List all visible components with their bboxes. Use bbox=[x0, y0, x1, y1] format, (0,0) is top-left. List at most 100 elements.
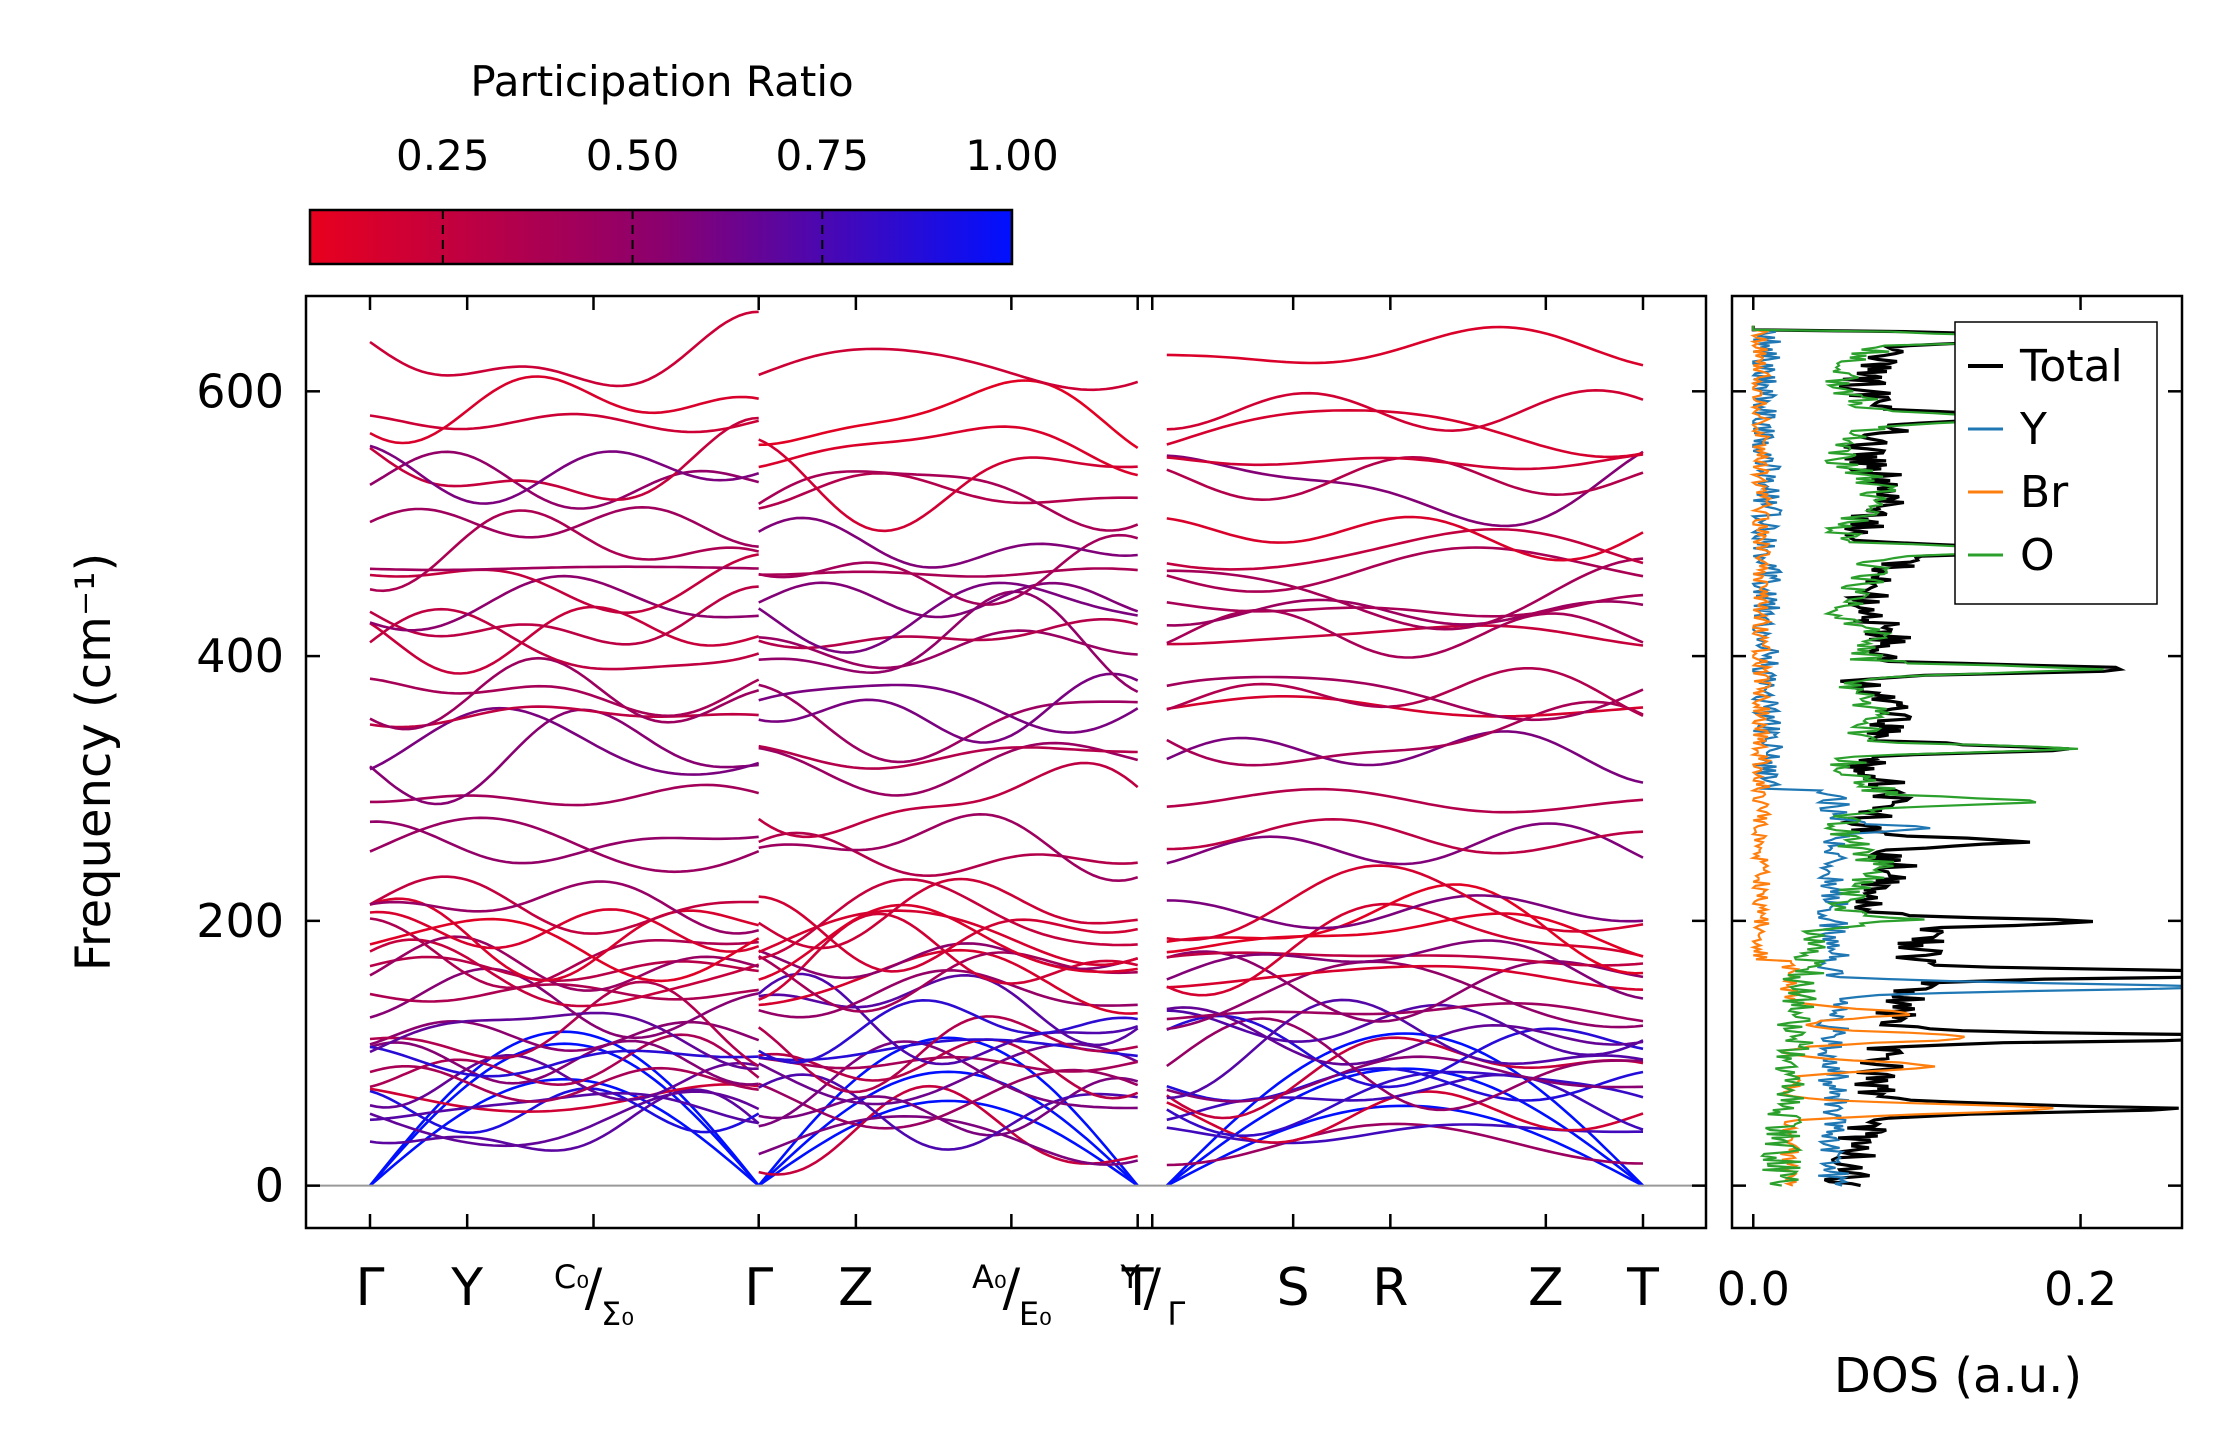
phonon-band bbox=[758, 1084, 1138, 1176]
phonon-band bbox=[1166, 528, 1644, 571]
phonon-band bbox=[369, 1042, 760, 1187]
colorbar-title: Participation Ratio bbox=[470, 57, 853, 106]
phonon-band bbox=[369, 880, 760, 935]
phonon-band bbox=[1166, 912, 1644, 958]
phonon-band bbox=[369, 983, 759, 1003]
phonon-band bbox=[758, 744, 1138, 770]
phonon-band bbox=[1166, 894, 1644, 930]
phonon-band bbox=[1166, 557, 1644, 631]
kpoint-label-slash: / bbox=[585, 1258, 603, 1318]
kpoint-label-sub: Γ bbox=[1167, 1295, 1185, 1333]
phonon-band bbox=[757, 1099, 1139, 1187]
phonon-band bbox=[1166, 1070, 1644, 1138]
phonon-band bbox=[1166, 787, 1644, 814]
phonon-band bbox=[758, 471, 1138, 510]
phonon-band bbox=[369, 1053, 759, 1109]
phonon-band bbox=[758, 878, 1138, 960]
phonon-band bbox=[1166, 515, 1644, 562]
phonon-band bbox=[1166, 1006, 1644, 1066]
band-y-tick-label: 200 bbox=[196, 894, 284, 948]
dos-ticks: 0.0 0.2 bbox=[1717, 296, 2182, 1316]
phonon-band bbox=[1166, 1003, 1644, 1057]
phonon-band bbox=[757, 972, 1139, 1066]
phonon-band bbox=[369, 505, 759, 548]
phonon-band bbox=[1166, 964, 1644, 991]
phonon-band bbox=[758, 347, 1139, 392]
phonon-band bbox=[1166, 1122, 1644, 1167]
phonon-band bbox=[758, 1114, 1139, 1166]
colorbar-tick-label: 1.00 bbox=[965, 131, 1059, 180]
phonon-band bbox=[1166, 450, 1644, 528]
phonon-band bbox=[758, 973, 1139, 1047]
kpoint-label-sup: Y bbox=[1119, 1258, 1140, 1296]
dos-lines bbox=[1748, 325, 2182, 1188]
phonon-band bbox=[369, 310, 759, 388]
colorbar-tick-label: 0.50 bbox=[586, 131, 680, 180]
kpoint-label-sup: C₀ bbox=[554, 1258, 589, 1296]
kpoint-label: R bbox=[1372, 1258, 1408, 1318]
phonon-band bbox=[369, 816, 760, 874]
phonon-band bbox=[369, 917, 760, 983]
phonon-band bbox=[368, 1030, 760, 1187]
band-y-ticks: 0 200 400 600 bbox=[196, 364, 1706, 1213]
phonon-band bbox=[369, 955, 759, 983]
phonon-band bbox=[369, 553, 759, 614]
phonon-band bbox=[758, 438, 1138, 533]
phonon-band bbox=[369, 1039, 759, 1086]
phonon-band bbox=[1166, 730, 1644, 784]
colorbar-ticks: 0.25 0.50 0.75 1.00 bbox=[396, 131, 1059, 264]
phonon-band bbox=[758, 951, 1138, 1013]
phonon-band bbox=[1166, 864, 1644, 942]
kpoint-label-slash: / bbox=[1143, 1258, 1161, 1318]
phonon-band bbox=[369, 938, 760, 1008]
phonon-band bbox=[758, 567, 1138, 578]
phonon-band bbox=[758, 741, 1139, 797]
phonon-band bbox=[758, 909, 1139, 967]
phonon-band bbox=[1166, 408, 1644, 459]
dos-frame bbox=[1730, 294, 2184, 1230]
band-y-tick-label: 400 bbox=[196, 629, 284, 683]
legend-label: Br bbox=[2020, 467, 2069, 518]
phonon-band bbox=[369, 1088, 760, 1152]
phonon-band bbox=[369, 980, 760, 1068]
phonon-band bbox=[369, 574, 759, 632]
phonon-band bbox=[758, 683, 1138, 764]
colorbar-gradient bbox=[308, 208, 1014, 266]
phonon-band bbox=[757, 761, 1139, 839]
band-y-tick-label: 600 bbox=[196, 364, 284, 418]
dos-axes: 0.0 0.2 DOS (a.u.) Total Y Br O bbox=[1717, 294, 2184, 1404]
phonon-band bbox=[758, 1055, 1138, 1073]
phonon-band bbox=[1166, 593, 1644, 618]
band-y-axis-label: Frequency (cm⁻¹) bbox=[66, 553, 122, 971]
phonon-band bbox=[1166, 325, 1644, 367]
phonon-band bbox=[758, 812, 1139, 883]
band-lines bbox=[368, 310, 1644, 1187]
legend-label: Total bbox=[2019, 341, 2123, 392]
phonon-band bbox=[1166, 1001, 1644, 1023]
phonon-band bbox=[1166, 960, 1644, 1031]
phonon-band bbox=[758, 895, 1138, 973]
phonon-band bbox=[1165, 1032, 1644, 1187]
phonon-band bbox=[369, 875, 759, 935]
kpoint-label: Y bbox=[450, 1258, 483, 1318]
phonon-band bbox=[369, 897, 760, 982]
phonon-band bbox=[369, 412, 760, 434]
kpoint-label: Z bbox=[838, 1258, 874, 1318]
phonon-band bbox=[1166, 598, 1644, 627]
phonon-band bbox=[757, 581, 1138, 654]
phonon-band bbox=[1166, 1055, 1644, 1103]
phonon-band bbox=[369, 1090, 760, 1148]
phonon-band bbox=[369, 1033, 760, 1089]
phonon-band bbox=[369, 1011, 759, 1071]
dos-x-tick-label: 0.2 bbox=[2044, 1262, 2117, 1316]
kpoint-label: T bbox=[1121, 1258, 1154, 1318]
band-structure-frame bbox=[304, 294, 1708, 1230]
phonon-band bbox=[369, 1087, 760, 1135]
dos-line-br bbox=[1748, 325, 2054, 1187]
phonon-band bbox=[758, 1040, 1138, 1128]
phonon-band bbox=[758, 1076, 1139, 1137]
legend-label: O bbox=[2020, 530, 2055, 581]
phonon-band bbox=[369, 1065, 759, 1103]
phonon-band bbox=[1166, 883, 1644, 975]
